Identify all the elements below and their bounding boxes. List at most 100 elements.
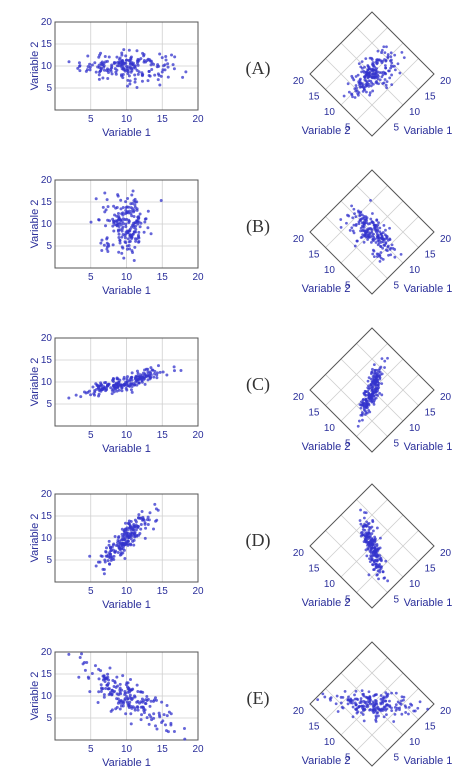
rot-y-tick-label: 20 bbox=[293, 548, 305, 559]
scatter-point bbox=[389, 55, 393, 59]
scatter-point bbox=[127, 205, 131, 209]
scatter-point bbox=[143, 217, 147, 221]
scatter-point bbox=[147, 518, 151, 522]
scatter-point bbox=[100, 249, 104, 253]
y-axis-label: Variable 2 bbox=[29, 358, 41, 407]
scatter-point bbox=[370, 558, 374, 562]
scatter-point bbox=[399, 702, 403, 706]
scatter-point bbox=[382, 45, 386, 49]
scatter-point bbox=[154, 724, 158, 728]
scatter-point bbox=[119, 552, 123, 556]
scatter-point bbox=[363, 511, 366, 514]
scatter-point bbox=[120, 245, 124, 249]
scatter-point bbox=[120, 62, 124, 66]
scatter-point bbox=[94, 70, 98, 74]
scatter-point bbox=[365, 524, 369, 528]
scatter-point bbox=[136, 708, 140, 712]
scatter-point bbox=[112, 557, 116, 561]
scatter-point bbox=[365, 90, 368, 94]
scatter-point bbox=[123, 240, 127, 244]
scatter-point bbox=[374, 60, 378, 64]
rot-y-axis-label: Variable 2 bbox=[302, 755, 351, 767]
scatter-point bbox=[121, 233, 125, 237]
scatter-point bbox=[128, 379, 132, 383]
scatter-point bbox=[95, 387, 99, 391]
scatter-point bbox=[347, 90, 351, 94]
rot-x-tick-label: 15 bbox=[425, 722, 437, 733]
scatter-point bbox=[393, 53, 397, 57]
scatter-point bbox=[119, 198, 123, 202]
scatter-point bbox=[339, 218, 343, 221]
scatter-point bbox=[400, 699, 403, 703]
scatter-point bbox=[339, 225, 343, 229]
scatter-point bbox=[346, 82, 350, 86]
rot-y-tick-label: 10 bbox=[324, 737, 336, 748]
scatter-point bbox=[359, 508, 362, 512]
scatter-point bbox=[129, 537, 133, 541]
scatter-point bbox=[151, 368, 155, 372]
scatter-point bbox=[356, 706, 360, 710]
scatter-point bbox=[139, 523, 143, 527]
rot-x-tick-label: 10 bbox=[409, 737, 421, 748]
scatter-point bbox=[121, 700, 125, 704]
x-tick-label: 10 bbox=[121, 586, 133, 597]
scatter-point bbox=[102, 677, 106, 681]
x-tick-label: 20 bbox=[192, 272, 204, 283]
scatter-point bbox=[367, 573, 371, 577]
scatter-point bbox=[352, 223, 356, 227]
scatter-point bbox=[367, 408, 371, 412]
scatter-point bbox=[121, 76, 125, 80]
scatter-point bbox=[368, 525, 371, 529]
scatter-point bbox=[339, 701, 343, 705]
scatter-point bbox=[103, 210, 107, 214]
scatter-point bbox=[149, 699, 153, 703]
x-tick-label: 15 bbox=[157, 744, 169, 755]
scatter-point bbox=[329, 698, 332, 702]
scatter-point bbox=[139, 527, 143, 531]
rot-x-tick-label: 15 bbox=[425, 408, 437, 419]
row-label: (D) bbox=[246, 530, 271, 551]
scatter-point bbox=[146, 367, 150, 371]
rot-y-tick-label: 5 bbox=[345, 753, 351, 764]
scatter-point bbox=[380, 708, 383, 711]
scatter-point bbox=[357, 220, 361, 224]
rot-y-axis-label: Variable 2 bbox=[302, 283, 351, 295]
scatter-point bbox=[334, 702, 338, 706]
scatter-point bbox=[373, 390, 377, 394]
scatter-point bbox=[384, 58, 388, 62]
scatter-point bbox=[156, 78, 160, 82]
scatter-point bbox=[67, 652, 71, 656]
scatter-point bbox=[109, 690, 113, 694]
scatter-point bbox=[124, 54, 128, 58]
scatter-point bbox=[376, 49, 380, 53]
scatter-point bbox=[118, 688, 122, 692]
scatter-point bbox=[137, 381, 141, 385]
rot-x-tick-label: 10 bbox=[409, 107, 421, 118]
scatter-point bbox=[101, 76, 105, 80]
scatter-point bbox=[389, 66, 393, 70]
scatter-point bbox=[133, 66, 137, 70]
scatter-point bbox=[135, 208, 139, 212]
scatter-point bbox=[364, 217, 368, 221]
scatter-plot-e: 5 10 15 20 5 10 15 20 Variable 1 Variable 2 bbox=[29, 647, 204, 769]
scatter-point bbox=[127, 522, 131, 526]
scatter-point bbox=[376, 70, 379, 74]
scatter-point bbox=[103, 54, 107, 58]
rot-y-axis-label: Variable 2 bbox=[302, 597, 351, 609]
rot-x-tick-label: 5 bbox=[394, 753, 400, 764]
scatter-point bbox=[354, 75, 358, 78]
scatter-point bbox=[115, 64, 119, 68]
plot-frame bbox=[309, 11, 435, 137]
y-tick-label: 15 bbox=[41, 355, 53, 366]
scatter-point bbox=[121, 213, 125, 217]
scatter-point bbox=[135, 383, 139, 387]
scatter-point bbox=[121, 205, 125, 209]
scatter-point bbox=[86, 675, 90, 679]
x-tick-label: 5 bbox=[88, 430, 94, 441]
scatter-point bbox=[371, 377, 375, 381]
rot-x-tick-label: 10 bbox=[409, 579, 421, 590]
plot-frame bbox=[54, 21, 199, 111]
scatter-point bbox=[372, 68, 376, 72]
scatter-point bbox=[155, 376, 159, 380]
